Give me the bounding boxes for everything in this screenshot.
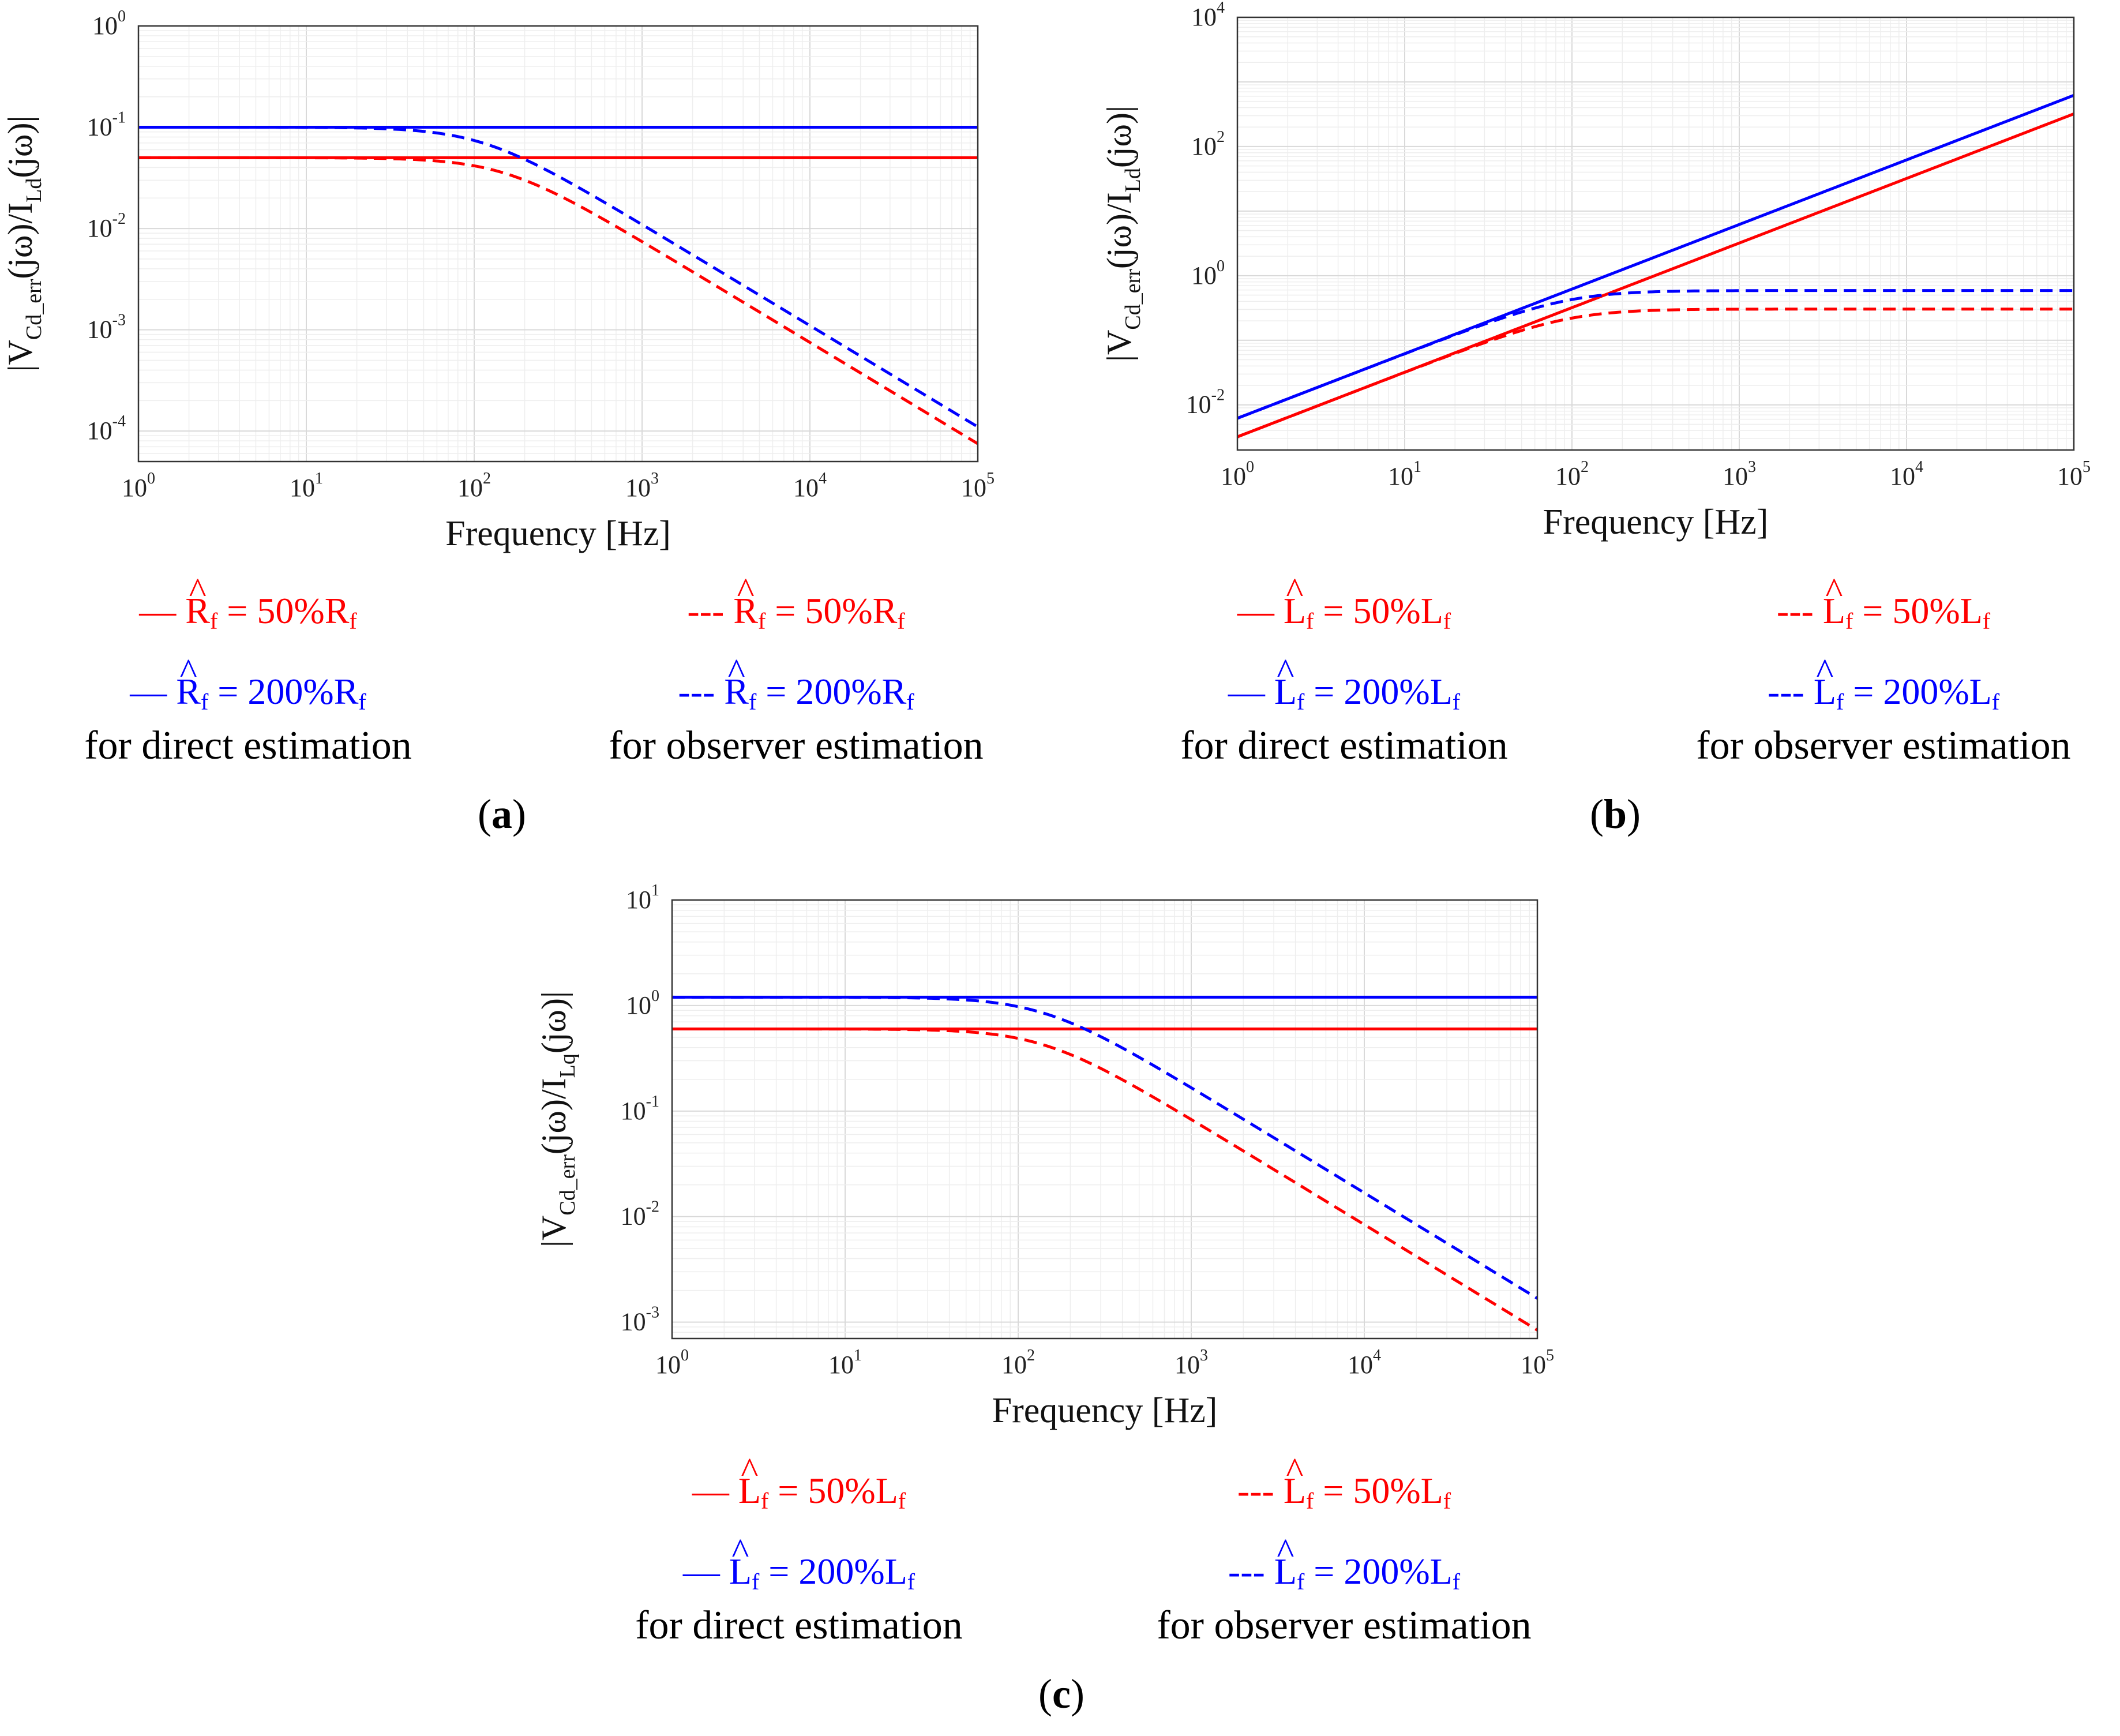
hat-accent: ^	[731, 1531, 749, 1572]
legend-direct-item: — Lf = 50%Lf	[692, 1470, 906, 1514]
y-tick-label: 10-2	[87, 210, 126, 242]
series-group	[672, 995, 1537, 1332]
y-tick-label: 100	[1191, 257, 1225, 290]
series-line-3	[672, 1028, 1537, 1332]
y-tick-label: 10-3	[87, 312, 126, 344]
series-group	[138, 126, 978, 445]
hat-accent: ^	[180, 651, 197, 692]
x-tick-label: 101	[1388, 458, 1421, 490]
y-tick-label: 102	[1191, 128, 1225, 160]
plot-area	[672, 900, 1537, 1338]
x-tick-label: 102	[1001, 1347, 1035, 1379]
x-tick-label: 104	[793, 470, 827, 502]
series-line-4	[1237, 289, 2074, 420]
legend-observer-item: --- Rf = 200%Rf	[678, 671, 914, 715]
x-tick-label: 100	[122, 470, 155, 502]
y-tick-label: 10-1	[87, 109, 126, 141]
x-tick-label: 101	[828, 1347, 862, 1379]
series-line-4	[672, 995, 1537, 1300]
x-tick-label: 105	[2057, 458, 2091, 490]
y-tick-label: 10-3	[621, 1304, 659, 1336]
legend-direct-item: — Rf = 50%Rf	[138, 590, 357, 634]
x-tick-label: 102	[457, 470, 491, 502]
y-axis-title: |VCd_err(jω)/ILd(jω)|	[1, 115, 46, 372]
y-axis-title: |VCd_err(jω)/ILq(jω)|	[535, 991, 580, 1247]
x-tick-label: 100	[1221, 458, 1254, 490]
x-tick-label: 105	[961, 470, 995, 502]
legend-direct-caption: for direct estimation	[1180, 723, 1508, 768]
y-tick-label: 104	[1191, 0, 1225, 31]
plot-frame	[137, 25, 979, 463]
series-group	[1237, 93, 2074, 438]
plot-area	[1237, 17, 2074, 450]
panel-b: 100 101 102 103 104 105 10-2 100 102 104 Frequency…	[1100, 0, 2091, 837]
y-axis-title: |VCd_err(jω)/ILd(jω)|	[1100, 106, 1145, 362]
legend-observer-item: --- Lf = 50%Lf	[1777, 590, 1991, 634]
legend-observer-item: --- Lf = 200%Lf	[1228, 1551, 1461, 1595]
hat-accent: ^	[1825, 570, 1843, 611]
x-axis-title: Frequency [Hz]	[445, 514, 671, 553]
legend-observer-caption: for observer estimation	[609, 723, 983, 768]
legend-direct-item: — Lf = 50%Lf	[1237, 590, 1451, 634]
legend-observer-item: --- Rf = 50%Rf	[687, 590, 905, 634]
legend-direct-caption: for direct estimation	[84, 723, 412, 768]
hat-accent: ^	[728, 651, 745, 692]
x-tick-label: 103	[1723, 458, 1756, 490]
y-tick-label: 101	[626, 882, 659, 914]
hat-accent: ^	[1277, 1531, 1294, 1572]
hat-accent: ^	[1816, 651, 1833, 692]
x-axis-title: Frequency [Hz]	[1543, 503, 1769, 542]
legend-direct-item: — Rf = 200%Rf	[129, 671, 366, 715]
series-line-4	[138, 126, 978, 429]
grid	[1237, 17, 2074, 451]
panel-label: (b)	[1590, 791, 1641, 837]
hat-accent: ^	[741, 1450, 758, 1491]
series-line-3	[138, 156, 978, 445]
legend-direct-caption: for direct estimation	[635, 1603, 963, 1648]
y-tick-label: 10-4	[87, 413, 126, 445]
panel-label: (a)	[478, 791, 526, 837]
y-tick-label: 100	[92, 8, 126, 40]
series-line-3	[1237, 308, 2074, 438]
plot-frame	[671, 899, 1539, 1340]
hat-accent: ^	[1277, 651, 1294, 692]
grid	[138, 26, 978, 462]
hat-accent: ^	[189, 570, 207, 611]
x-tick-label: 100	[655, 1347, 689, 1379]
hat-accent: ^	[1286, 570, 1303, 611]
panel-a: 100 101 102 103 104 105 10-4 10-3 10-2 10-1 100 Fre…	[1, 8, 995, 837]
legend-observer-item: --- Lf = 200%Lf	[1768, 671, 2000, 715]
legend-observer-caption: for observer estimation	[1157, 1603, 1531, 1648]
x-tick-label: 104	[1348, 1347, 1381, 1379]
x-axis-title: Frequency [Hz]	[992, 1391, 1218, 1430]
y-tick-label: 10-2	[1186, 387, 1225, 419]
panel-c: 100 101 102 103 104 105 10-3 10-2 10-1 100 101 Freq…	[535, 882, 1554, 1717]
x-tick-label: 104	[1890, 458, 1923, 490]
legend-direct-item: — Lf = 200%Lf	[682, 1551, 915, 1595]
plot-frame	[1236, 16, 2075, 451]
x-tick-label: 105	[1521, 1347, 1554, 1379]
x-tick-label: 103	[1175, 1347, 1208, 1379]
legend-observer-item: --- Lf = 50%Lf	[1237, 1470, 1451, 1514]
legend-direct-item: — Lf = 200%Lf	[1228, 671, 1461, 715]
x-tick-label: 101	[290, 470, 323, 502]
legend-observer-caption: for observer estimation	[1696, 723, 2070, 768]
panel-label: (c)	[1038, 1671, 1085, 1717]
x-tick-label: 103	[625, 470, 659, 502]
y-tick-label: 10-2	[621, 1198, 659, 1231]
x-tick-label: 102	[1555, 458, 1589, 490]
hat-accent: ^	[737, 570, 755, 611]
plot-area	[138, 26, 978, 462]
y-tick-label: 100	[626, 987, 659, 1019]
y-tick-label: 10-1	[621, 1093, 659, 1125]
hat-accent: ^	[1286, 1450, 1303, 1491]
